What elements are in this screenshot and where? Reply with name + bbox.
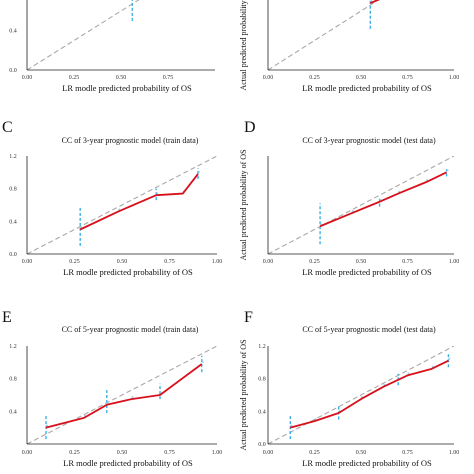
- panel-2: [267, 0, 454, 71]
- x-tick-label: 0.25: [309, 259, 320, 265]
- x-tick-label: 0.75: [164, 259, 175, 265]
- x-axis-label: LR modle predicted probability of OS: [302, 83, 432, 93]
- plot-area: [268, 346, 454, 444]
- panel-letter: C: [2, 119, 13, 136]
- y-tick-label: 0.4: [9, 219, 17, 225]
- x-tick-label: 0.00: [263, 75, 274, 81]
- x-tick-label: 1.00: [212, 450, 223, 456]
- calibration-line: [79, 173, 199, 231]
- panel-letter: E: [2, 309, 12, 326]
- ideal-line: [268, 0, 380, 70]
- sample-point-3: [156, 192, 159, 195]
- plot-area: [27, 156, 217, 254]
- panel-title: CC of 5-year prognostic model (train dat…: [62, 325, 199, 334]
- sample-point-6: [201, 360, 204, 363]
- x-tick-label: 0.75: [402, 75, 413, 81]
- x-tick-label: 0.50: [356, 450, 367, 456]
- panel-1: [26, 0, 215, 71]
- sample-point-8: [448, 357, 451, 360]
- sample-point-1: [290, 424, 293, 427]
- x-axis-label: LR modle predicted probability of OS: [63, 458, 193, 468]
- x-tick-label: 0.50: [116, 75, 127, 81]
- panel-title: CC of 3-year prognostic model (test data…: [302, 136, 436, 145]
- plot-area: [27, 0, 140, 70]
- x-tick-label: 0.50: [117, 450, 128, 456]
- x-tick-label: 0.25: [69, 259, 80, 265]
- x-tick-label: 1.00: [449, 259, 460, 265]
- plot-area: [268, 0, 381, 70]
- x-axis-label: LR modle predicted probability of OS: [302, 267, 432, 277]
- y-tick-label: 0.0: [258, 442, 266, 448]
- ideal-line: [268, 156, 454, 254]
- sample-point-3: [106, 401, 109, 404]
- plot-area: [27, 346, 217, 444]
- x-tick-label: 0.00: [22, 75, 33, 81]
- x-tick-label: 0.25: [309, 450, 320, 456]
- x-tick-label: 0.50: [356, 75, 367, 81]
- x-tick-label: 1.00: [449, 450, 460, 456]
- x-axis-label: LR modle predicted probability of OS: [302, 458, 432, 468]
- x-tick-label: 1.00: [449, 75, 460, 81]
- y-tick-label: 1.2: [258, 344, 266, 350]
- x-axis-label: LR modle predicted probability of OS: [62, 83, 192, 93]
- x-tick-label: 0.00: [263, 259, 274, 265]
- sample-point-6: [446, 169, 449, 172]
- sample-point-5: [198, 170, 200, 173]
- ideal-line: [268, 346, 454, 444]
- ideal-line: [27, 346, 217, 444]
- y-axis-label: Actual predicted probability of OS: [239, 0, 248, 91]
- x-tick-label: 0.50: [356, 259, 367, 265]
- y-tick-label: 0.4: [9, 29, 17, 35]
- y-axis-label: Actual predicted probability of OS: [239, 149, 248, 260]
- x-tick-label: 0.25: [69, 450, 80, 456]
- calibration-line: [45, 363, 203, 429]
- x-tick-label: 0.75: [163, 75, 174, 81]
- panel-5: [26, 346, 217, 445]
- y-tick-label: 1.2: [9, 154, 17, 160]
- calibration-line: [290, 359, 449, 429]
- panel-letter: D: [244, 119, 256, 136]
- x-tick-label: 0.00: [22, 259, 33, 265]
- x-tick-label: 0.25: [309, 75, 320, 81]
- sample-point-4: [131, 396, 134, 399]
- y-tick-label: 0.8: [9, 377, 17, 383]
- x-tick-label: 0.75: [402, 259, 413, 265]
- plot-area: [268, 156, 454, 254]
- sample-point-6: [407, 372, 410, 375]
- y-tick-label: 0.0: [9, 68, 17, 74]
- panel-title: CC of 3-year prognostic model (train dat…: [62, 136, 199, 145]
- panel-title: CC of 5-year prognostic model (test data…: [302, 325, 436, 334]
- y-tick-label: 0.8: [9, 187, 17, 193]
- sample-point-2: [314, 418, 317, 421]
- y-tick-label: 0.4: [9, 409, 17, 415]
- y-tick-label: 0.0: [9, 252, 17, 258]
- panel-3: [26, 156, 217, 255]
- ideal-line: [27, 0, 140, 70]
- x-axis-label: LR modle predicted probability of OS: [63, 267, 193, 277]
- x-tick-label: 1.00: [212, 259, 223, 265]
- y-tick-label: 1.2: [9, 344, 17, 350]
- panel-6: [267, 346, 454, 445]
- calibration-line: [369, 0, 381, 4]
- x-tick-label: 0.75: [402, 450, 413, 456]
- calibration-line: [319, 171, 447, 228]
- panel-4: [267, 156, 454, 255]
- x-tick-label: 0.00: [22, 450, 33, 456]
- sample-point-1: [46, 424, 48, 427]
- x-tick-label: 0.25: [69, 75, 80, 81]
- y-tick-label: 0.8: [258, 377, 266, 383]
- panel-letter: F: [244, 309, 253, 326]
- x-tick-label: 0.00: [263, 450, 274, 456]
- x-tick-label: 0.75: [164, 450, 175, 456]
- y-tick-label: 0.4: [258, 409, 266, 415]
- ideal-line: [27, 156, 217, 254]
- x-tick-label: 0.50: [117, 259, 128, 265]
- y-axis-label: Actual predicted probability of OS: [239, 339, 248, 450]
